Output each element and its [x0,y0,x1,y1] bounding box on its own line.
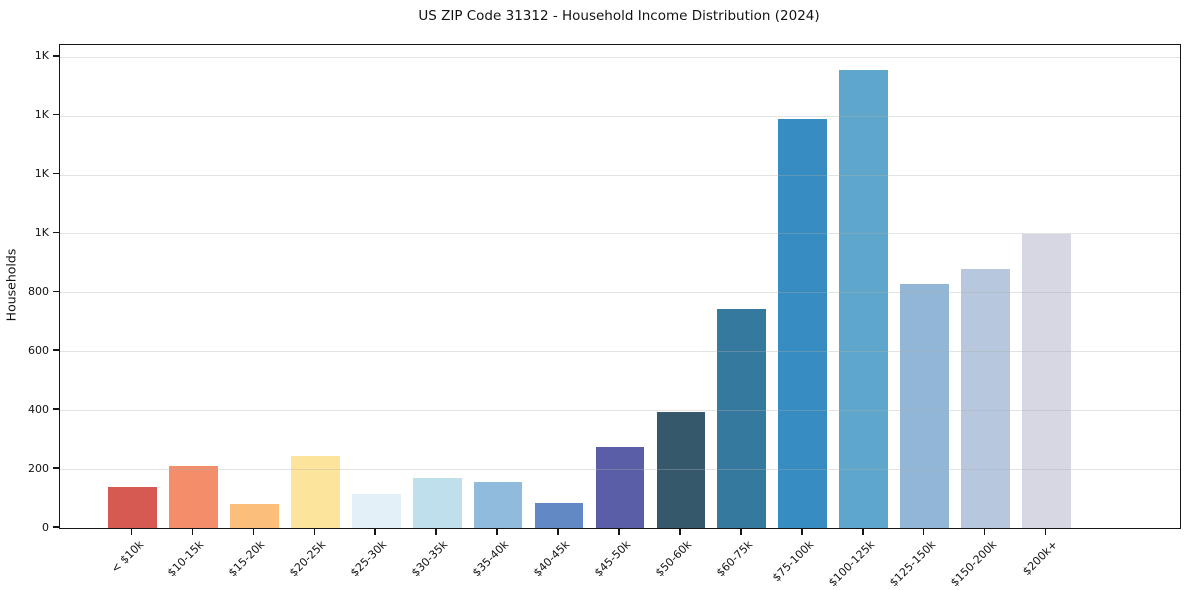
gridline-1200 [60,174,1180,176]
bar-$35-40k [473,482,523,528]
y-tick-label: 200 [28,461,49,475]
bar-$125-150k [900,283,950,528]
x-tick-mark [252,528,255,535]
y-tick-mark [53,54,59,57]
bar-$10-15k [169,466,218,528]
x-tick-label: $20-25k [287,538,329,580]
y-tick-label: 600 [28,343,49,357]
x-tick-label: < $10k [108,538,146,576]
bar-$150-200k [961,268,1010,528]
y-tick-mark [53,526,59,528]
y-tick-label: 1K [34,49,49,63]
x-tick-mark [983,528,986,535]
x-tick-label: $40-45k [530,538,573,580]
x-tick-label: $25-30k [348,538,390,580]
x-tick-mark [496,528,498,535]
y-tick-mark [53,113,59,116]
x-tick-mark [435,528,437,535]
x-tick-mark [557,528,559,535]
y-tick-mark [53,290,59,293]
x-tick-label: $100-125k [825,538,877,590]
bar-$25-30k [351,494,401,528]
y-tick-label: 1K [34,108,49,122]
bar-$200k+ [1022,233,1071,528]
plot-area [59,44,1181,529]
y-tick-mark [53,408,59,410]
x-tick-label: $45-50k [591,538,634,580]
y-tick-mark [53,349,59,352]
x-tick-mark [861,528,864,535]
y-tick-label: 1K [34,225,49,239]
y-tick-label: 0 [42,520,49,534]
gridline-400 [60,410,1180,412]
x-tick-label: $60-75k [713,538,756,580]
x-tick-label: $35-40k [470,538,512,580]
bar-$50-60k [656,411,706,528]
gridline-600 [60,351,1180,353]
x-tick-label: $200k+ [1019,538,1060,579]
x-tick-label: $50-60k [652,538,695,580]
x-tick-mark [130,528,133,535]
bar-$20-25k [290,455,340,528]
x-tick-label: $30-35k [409,538,451,580]
bar-$40-45k [534,502,584,528]
x-tick-mark [618,528,620,535]
bar-< $10k [108,486,157,528]
gridline-800 [60,292,1180,294]
x-tick-label: $10-15k [165,538,207,580]
x-tick-label: $15-20k [226,538,268,580]
y-tick-label: 400 [28,402,49,416]
gridline-1400 [60,115,1180,117]
bar-$100-125k [839,70,889,528]
y-tick-mark [53,467,59,469]
x-tick-label: $125-150k [886,538,938,590]
x-tick-mark [374,528,377,535]
x-tick-mark [801,528,803,535]
bar-$60-75k [717,308,767,528]
gridline-1000 [60,233,1180,235]
y-tick-label: 800 [28,284,49,298]
bar-$15-20k [230,504,279,528]
y-tick-mark [53,172,59,175]
x-tick-mark [1044,528,1047,535]
y-tick-label: 1K [34,167,49,181]
x-tick-label: $75-100k [769,538,816,585]
y-tick-mark [53,231,59,234]
chart-title: US ZIP Code 31312 - Household Income Dis… [418,8,820,24]
x-tick-mark [191,528,194,535]
x-tick-mark [922,528,925,535]
x-tick-mark [679,528,681,535]
bar-$75-100k [778,118,828,528]
gridline-1600 [60,56,1180,58]
bar-$45-50k [595,447,645,528]
x-tick-label: $150-200k [947,538,999,590]
gridline-200 [60,469,1180,471]
bar-$30-35k [412,477,462,528]
x-tick-mark [313,528,316,535]
x-tick-mark [740,528,742,535]
